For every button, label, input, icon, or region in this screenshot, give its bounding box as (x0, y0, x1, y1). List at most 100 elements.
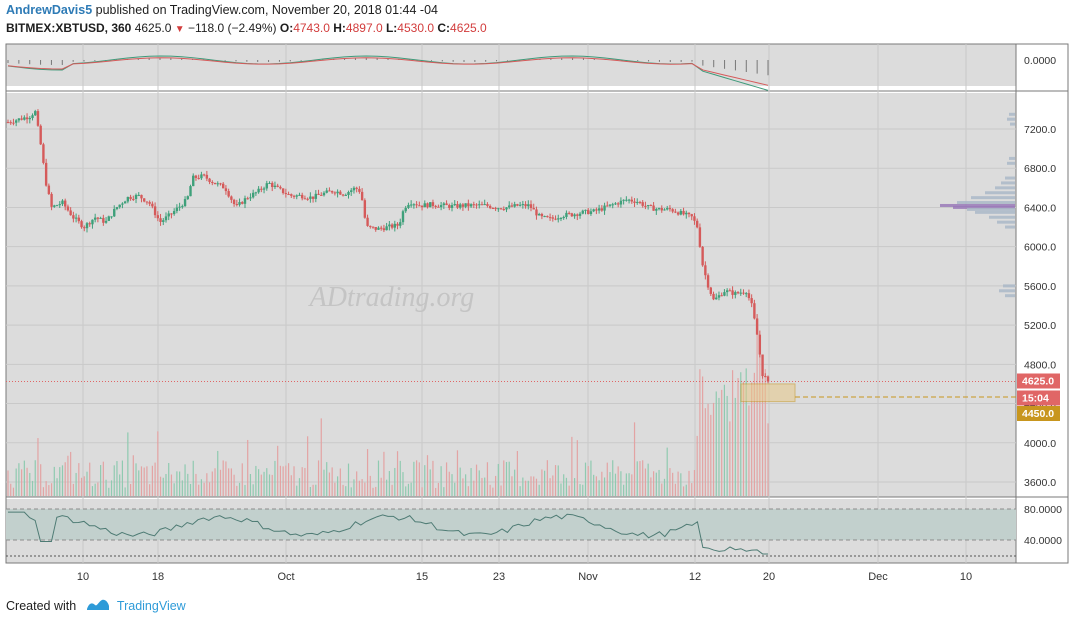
volume-bar (712, 402, 715, 496)
volume-bar (331, 467, 333, 496)
candle-body (755, 318, 759, 335)
price-axis: 7200.0 6800.0 6400.0 6000.0 5600.0 5200.0 4800… (1024, 55, 1062, 547)
volume-bar (606, 462, 608, 496)
candle-body (480, 204, 484, 206)
volume-bar (413, 461, 415, 496)
volume-bar (328, 472, 331, 496)
candle-body (750, 298, 753, 304)
candle-body (532, 208, 535, 210)
publish-line: AndrewDavis5 published on TradingView.co… (6, 3, 438, 17)
candle-body (314, 193, 318, 199)
candle-body (573, 214, 576, 217)
volume-profile-bar (1010, 122, 1015, 126)
volume-bar (535, 478, 538, 496)
candle-body (407, 204, 410, 208)
candle-body (66, 206, 70, 211)
candle-body (731, 290, 734, 295)
candle-body (74, 217, 78, 219)
volume-bar (598, 480, 600, 496)
candle-body (162, 220, 165, 222)
candle-body (83, 227, 86, 229)
volume-bar (59, 467, 61, 496)
candle-body (360, 191, 364, 201)
candlesticks[interactable] (6, 109, 770, 384)
candle-body (576, 214, 579, 216)
volume-profile-bar (1007, 161, 1015, 165)
candle-body (287, 194, 290, 196)
volume-profile-bar (953, 205, 1015, 209)
volume-bar (279, 465, 282, 496)
candle-body (429, 202, 432, 208)
volume-bar (195, 473, 197, 496)
candle-body (764, 376, 767, 378)
volume-bar (620, 471, 622, 496)
candle-body (426, 203, 429, 208)
volume-bar (410, 482, 412, 496)
volume-bar (26, 467, 28, 496)
volume-bar (72, 483, 74, 496)
volume-bar (764, 369, 766, 496)
candle-body (143, 198, 146, 202)
volume-bar (372, 487, 374, 496)
candle-body (121, 203, 124, 205)
volume-bar (601, 471, 603, 496)
candle-body (437, 206, 440, 208)
volume-bar (614, 473, 617, 496)
volume-bar (465, 474, 467, 496)
volume-bar (15, 468, 17, 496)
price-pane[interactable] (6, 93, 1016, 497)
volume-bar (424, 465, 426, 496)
rsi-line (8, 511, 768, 555)
volume-bar (247, 439, 249, 496)
author-link[interactable]: AndrewDavis5 (6, 3, 93, 17)
volume-profile-bar (1007, 117, 1015, 121)
volume-bar (666, 447, 668, 496)
volume-profile (940, 112, 1015, 298)
candle-body (126, 196, 130, 202)
volume-bar (375, 486, 377, 496)
candle-body (172, 211, 176, 215)
target-price-tag-bg (1017, 406, 1060, 421)
volume-bar (366, 449, 369, 496)
volume-bar (394, 467, 396, 496)
candle-body (167, 213, 170, 217)
candle-body (663, 209, 666, 211)
volume-bar (255, 465, 257, 496)
volume-bar (236, 485, 238, 496)
volume-bar (29, 472, 31, 496)
tradingview-link[interactable]: TradingView (116, 598, 186, 613)
candle-body (178, 206, 181, 208)
candle-body (611, 204, 614, 206)
candle-body (129, 196, 132, 199)
candle-body (276, 185, 279, 187)
open-label: O: (279, 21, 294, 35)
candle-body (747, 293, 751, 299)
candle-body (311, 196, 315, 199)
candle-body (723, 292, 726, 296)
volume-bar (208, 482, 211, 496)
volume-bar (56, 478, 58, 496)
volume-profile-bar (967, 207, 1015, 211)
volume-bar (173, 483, 175, 496)
candle-body (211, 181, 214, 183)
candle-body (235, 204, 239, 206)
candle-body (371, 226, 375, 228)
candle-body (183, 199, 187, 207)
tradingview-logo-icon[interactable] (86, 598, 110, 615)
candle-body (14, 120, 18, 123)
candle-body (717, 295, 721, 298)
volume-bar (217, 450, 219, 496)
volume-bar (658, 469, 660, 496)
candle-body (388, 224, 391, 227)
volume-bar (609, 472, 611, 496)
volume-bar (642, 460, 644, 496)
time-tick-label: 20 (763, 571, 775, 583)
volume-bar (304, 467, 306, 496)
candle-body (309, 196, 312, 199)
candle-body (548, 217, 552, 219)
candle-body (298, 194, 301, 196)
candle-body (369, 225, 372, 227)
candle-body (330, 191, 334, 193)
candle-body (34, 111, 37, 116)
